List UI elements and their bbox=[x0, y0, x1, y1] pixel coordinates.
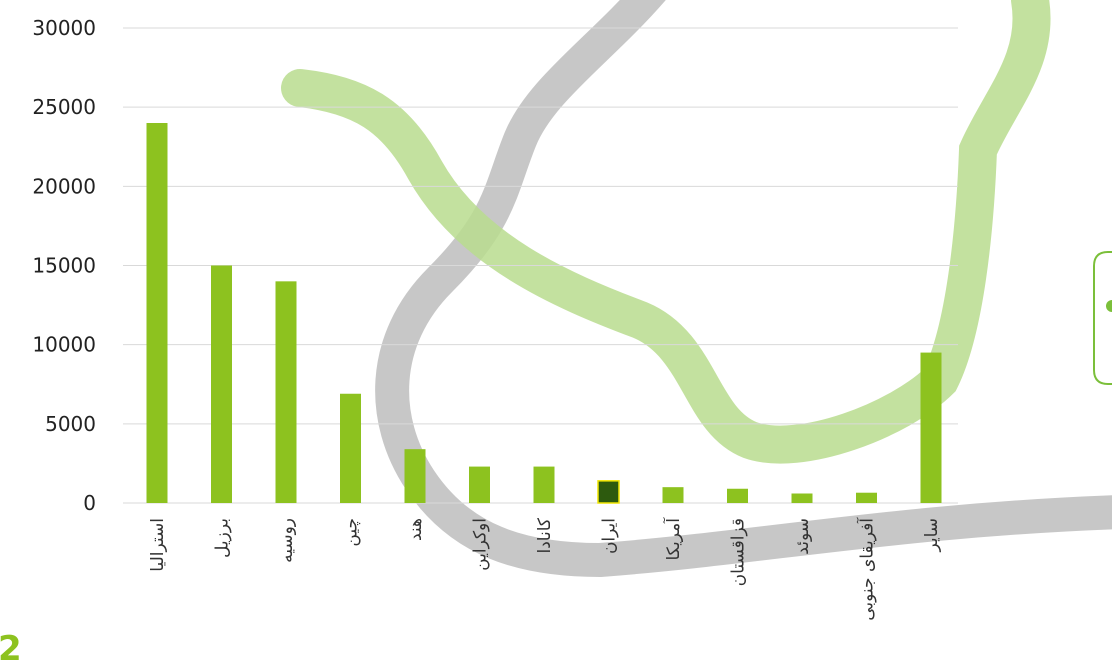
bar bbox=[211, 265, 232, 503]
x-axis-labels: استرالیا برزیل روسیه چین هند اوکراین کانادا ایر… bbox=[148, 517, 942, 621]
gridlines bbox=[123, 27, 958, 504]
x-category-label: کانادا bbox=[535, 517, 555, 553]
y-tick-label: 15000 bbox=[32, 254, 96, 278]
x-category-label: چین bbox=[342, 518, 362, 547]
bar bbox=[727, 488, 748, 503]
y-tick-label: 10000 bbox=[32, 333, 96, 357]
x-category-label: برزیل bbox=[213, 518, 233, 558]
bar bbox=[856, 492, 877, 503]
bar bbox=[791, 493, 813, 503]
x-category-label: روسیه bbox=[277, 518, 297, 563]
bar bbox=[469, 466, 490, 503]
bar bbox=[404, 449, 426, 503]
y-tick-label: 5000 bbox=[45, 412, 96, 436]
gray-swoosh bbox=[375, 0, 1112, 578]
bar bbox=[662, 487, 684, 503]
callout-dot bbox=[1106, 300, 1112, 312]
x-category-label: سایر bbox=[922, 518, 942, 553]
bar-highlighted bbox=[597, 480, 620, 504]
y-tick-label: 25000 bbox=[32, 95, 96, 119]
y-tick-label: 0 bbox=[83, 491, 96, 515]
bar bbox=[146, 123, 168, 503]
x-category-label: آفریقای جنوبی bbox=[856, 517, 878, 621]
bar bbox=[340, 393, 361, 503]
background-decoration bbox=[281, 0, 1112, 578]
x-category-label: اوکراین bbox=[471, 518, 491, 571]
bar bbox=[920, 352, 942, 503]
x-category-label: سوئد bbox=[793, 518, 813, 555]
x-category-label: استرالیا bbox=[148, 518, 168, 572]
green-swoosh bbox=[281, 0, 1051, 464]
y-axis: 0 5000 10000 15000 20000 25000 30000 bbox=[32, 16, 96, 515]
bars bbox=[146, 123, 942, 504]
x-category-label: هند bbox=[406, 518, 426, 541]
x-category-label: ایران bbox=[600, 518, 620, 554]
y-tick-label: 20000 bbox=[32, 174, 96, 198]
x-category-label: قزاقستان bbox=[729, 518, 749, 586]
y-tick-label: 30000 bbox=[32, 16, 96, 40]
callout-box bbox=[1093, 251, 1112, 385]
page-number: 2 bbox=[0, 629, 22, 666]
x-category-label: آمریکا bbox=[662, 517, 684, 561]
bar bbox=[275, 281, 297, 503]
bar bbox=[533, 466, 555, 503]
